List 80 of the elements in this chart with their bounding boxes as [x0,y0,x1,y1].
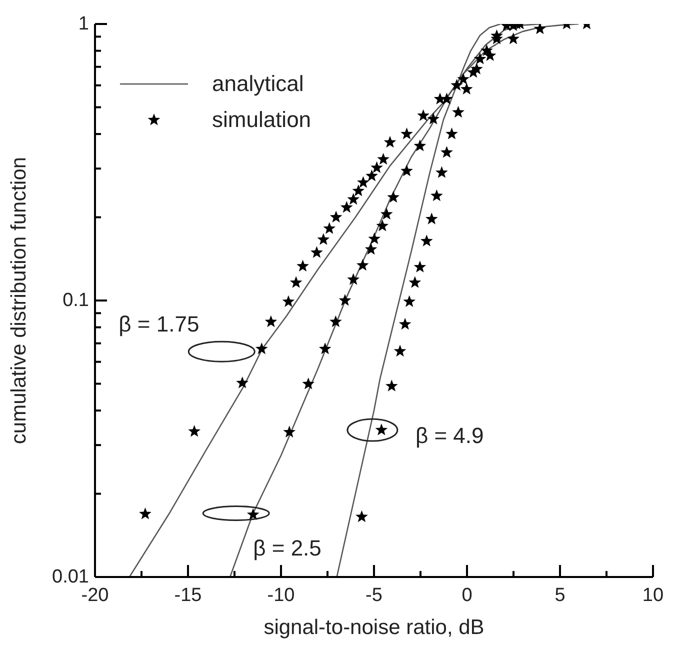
point [450,78,463,91]
point [356,510,368,522]
point [534,24,546,34]
point [387,190,400,203]
annotation: β = 1.75 [118,312,200,337]
point [380,208,393,220]
point [357,176,370,188]
x-tick-label: 10 [642,585,664,606]
point [474,52,486,64]
point [460,82,473,94]
x-tick-label: 5 [554,585,566,606]
point [430,189,443,202]
point [318,342,332,354]
point [408,276,422,288]
point [302,377,315,390]
annotation: β = 4.9 [415,423,484,448]
annotation: β = 2.5 [253,535,322,560]
y-axis-title: cumulative distribution function [7,156,30,444]
x-tick-label: -10 [267,585,295,606]
x-tick-label: -15 [174,585,202,606]
line-series [128,24,580,577]
point [452,106,464,118]
point [400,164,413,176]
point [400,128,413,140]
y-tick-label: 1 [78,14,89,34]
point [330,315,342,328]
point [398,318,412,330]
point [236,376,248,388]
point [446,128,458,140]
point [338,294,352,306]
point [347,192,360,205]
point [283,426,296,438]
point [375,424,388,436]
point [264,315,278,328]
point [425,212,438,224]
point [255,342,268,354]
point [282,295,295,307]
point [246,508,260,520]
point [417,109,430,121]
x-axis-title: signal-to-noise ratio, dB [264,616,484,639]
x-tick-label: -5 [366,585,382,606]
point [403,295,416,307]
point [420,234,433,246]
point [385,380,398,392]
point [296,260,309,272]
x-tick-label: 0 [462,585,472,606]
point [317,233,330,245]
point [366,170,378,182]
point [414,260,426,272]
point [427,112,440,124]
point [323,222,336,234]
point [139,507,152,520]
point [188,424,201,437]
point [384,136,396,148]
point [394,344,406,357]
legend-label: simulation [212,107,312,133]
point [414,140,426,152]
point [436,166,448,178]
point [470,62,483,74]
point [310,246,323,258]
point [480,44,493,56]
point [356,258,369,271]
point [330,210,342,223]
point [290,276,302,288]
point [377,152,390,165]
x-tick-label: -20 [81,585,109,606]
point [347,273,360,285]
y-tick-label: 0.01 [52,566,89,588]
point [364,242,378,255]
point [340,200,353,213]
point [440,146,453,158]
point [457,72,470,85]
point [507,32,520,44]
point [490,29,503,42]
y-tick-label: 0.1 [62,290,89,311]
point [352,184,365,196]
point [370,161,383,174]
point [368,232,381,244]
point [376,219,389,232]
legend-label: analytical [212,71,304,97]
